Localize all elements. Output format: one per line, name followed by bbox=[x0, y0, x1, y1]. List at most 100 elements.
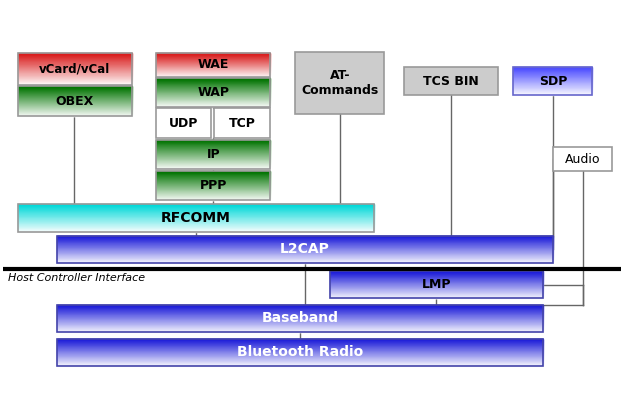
Bar bbox=[57, 241, 553, 242]
Bar bbox=[57, 236, 553, 263]
Bar bbox=[513, 74, 592, 75]
Bar bbox=[57, 352, 543, 353]
Bar bbox=[17, 65, 132, 66]
Bar bbox=[17, 92, 132, 93]
Bar bbox=[57, 339, 543, 340]
Bar bbox=[157, 183, 270, 184]
Bar bbox=[157, 140, 270, 141]
Bar bbox=[57, 363, 543, 364]
Bar bbox=[57, 340, 543, 341]
Bar bbox=[57, 351, 543, 352]
Text: SDP: SDP bbox=[539, 74, 567, 87]
Bar bbox=[57, 243, 553, 244]
Bar bbox=[330, 277, 543, 278]
Bar bbox=[57, 249, 553, 250]
Bar bbox=[157, 181, 270, 182]
Bar bbox=[513, 71, 592, 72]
Bar bbox=[57, 305, 543, 306]
Bar bbox=[157, 100, 270, 101]
Bar bbox=[553, 147, 612, 171]
Bar bbox=[330, 297, 543, 298]
Bar bbox=[513, 80, 592, 81]
Text: Host Controller Interface: Host Controller Interface bbox=[7, 273, 145, 283]
Bar bbox=[57, 317, 543, 318]
Bar bbox=[330, 276, 543, 277]
Bar bbox=[17, 109, 132, 110]
Bar bbox=[57, 325, 543, 326]
Bar bbox=[57, 327, 543, 328]
Bar bbox=[330, 272, 543, 273]
Bar bbox=[157, 92, 270, 93]
Bar bbox=[157, 53, 270, 77]
Bar bbox=[157, 154, 270, 155]
Bar bbox=[57, 242, 553, 243]
Bar bbox=[157, 167, 270, 168]
Bar bbox=[17, 83, 132, 84]
Bar bbox=[17, 213, 374, 214]
Bar bbox=[57, 306, 543, 307]
Bar bbox=[57, 326, 543, 327]
Bar bbox=[513, 67, 592, 95]
Bar bbox=[17, 210, 374, 211]
Bar bbox=[513, 69, 592, 70]
Bar bbox=[157, 139, 270, 169]
Bar bbox=[157, 152, 270, 153]
Bar bbox=[157, 91, 270, 92]
Bar bbox=[330, 296, 543, 297]
Bar bbox=[513, 89, 592, 90]
Bar bbox=[57, 341, 543, 342]
Bar bbox=[17, 215, 374, 216]
Bar bbox=[157, 83, 270, 84]
Bar bbox=[157, 96, 270, 97]
Bar bbox=[17, 204, 374, 205]
Bar bbox=[17, 67, 132, 68]
Bar bbox=[17, 63, 132, 64]
Bar bbox=[17, 227, 374, 228]
Bar bbox=[57, 349, 543, 350]
Bar bbox=[17, 104, 132, 105]
Bar bbox=[330, 293, 543, 294]
Bar bbox=[57, 338, 543, 366]
Bar bbox=[57, 261, 553, 262]
Bar bbox=[513, 88, 592, 89]
Bar bbox=[17, 105, 132, 106]
Bar bbox=[157, 174, 270, 175]
Bar bbox=[17, 93, 132, 94]
Bar bbox=[157, 192, 270, 193]
Bar bbox=[17, 73, 132, 74]
Bar bbox=[57, 245, 553, 246]
Bar bbox=[157, 195, 270, 196]
Bar bbox=[330, 290, 543, 291]
Bar bbox=[57, 346, 543, 347]
Bar bbox=[513, 94, 592, 95]
Bar bbox=[157, 105, 270, 106]
Bar bbox=[17, 231, 374, 232]
Bar bbox=[513, 87, 592, 88]
Bar bbox=[330, 288, 543, 289]
Bar bbox=[513, 83, 592, 84]
Bar bbox=[17, 90, 132, 91]
Bar bbox=[330, 271, 543, 298]
Bar bbox=[157, 198, 270, 199]
Bar bbox=[57, 238, 553, 239]
Bar bbox=[17, 223, 374, 224]
Text: IP: IP bbox=[207, 148, 220, 161]
Bar bbox=[513, 82, 592, 83]
Bar bbox=[57, 360, 543, 361]
Bar bbox=[157, 80, 270, 81]
Bar bbox=[57, 359, 543, 360]
Bar bbox=[17, 53, 132, 85]
Bar bbox=[157, 102, 270, 103]
Bar bbox=[57, 365, 543, 366]
Bar bbox=[17, 206, 374, 207]
Bar bbox=[157, 90, 270, 91]
Bar bbox=[57, 248, 553, 249]
Bar bbox=[157, 164, 270, 165]
Text: WAE: WAE bbox=[198, 58, 229, 71]
Bar bbox=[17, 228, 374, 229]
Bar bbox=[57, 331, 543, 332]
Bar bbox=[330, 282, 543, 283]
Text: L2CAP: L2CAP bbox=[280, 242, 330, 256]
Bar bbox=[57, 330, 543, 331]
Bar bbox=[157, 149, 270, 150]
